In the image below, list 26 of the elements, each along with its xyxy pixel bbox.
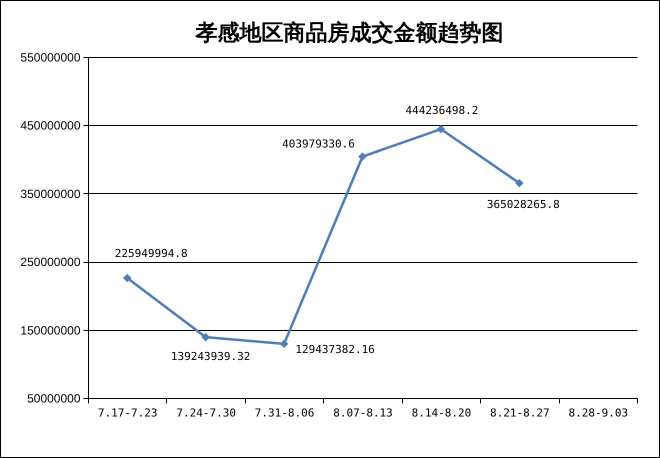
x-tick-label: 7.24-7.30 [176,406,236,420]
point [280,340,288,348]
point [515,178,524,188]
data-label: 225949994.8 [114,247,188,260]
y-tick-label: 50000000 [27,392,81,406]
data-label: 403979330.6 [282,138,355,151]
x-tick-label: 7.31-8.06 [254,406,314,420]
y-tick-label: 550000000 [20,50,81,64]
point [436,124,446,134]
data-label: 444236498.2 [406,104,478,118]
chart-title: 孝感地区商品房成交金额趋势图 [194,20,504,46]
point [201,332,210,342]
data-label: 139243939.32 [170,350,250,364]
x-tick-label: 8.14-8.20 [412,406,472,420]
y-tick-label: 150000000 [20,323,81,338]
y-tick-label: 250000000 [20,255,81,270]
data-label: 365028265.8 [486,198,560,212]
x-tick-label: 8.21-8.27 [490,406,550,420]
y-tick-label: 350000000 [20,186,81,201]
x-tick-label: 8.28-9.03 [568,406,628,420]
point [123,274,132,282]
x-tick-label: 8.07-8.13 [333,406,393,420]
data-label: 129437382.16 [295,342,375,356]
x-tick-label: 7.17-7.23 [98,406,158,420]
point [358,152,367,161]
y-tick-label: 450000000 [20,118,81,133]
